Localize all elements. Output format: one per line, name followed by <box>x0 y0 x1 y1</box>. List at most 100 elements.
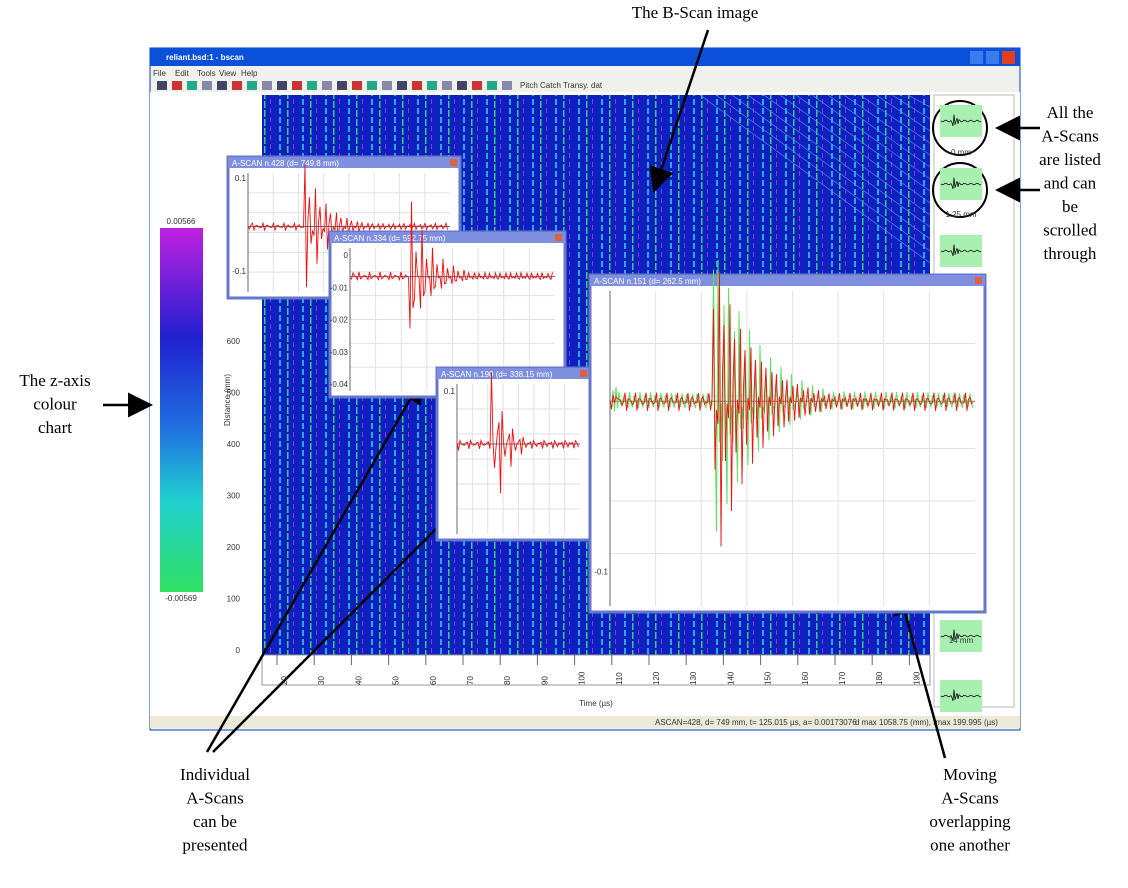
x-tick-label: 30 <box>317 676 326 685</box>
toolbar-button[interactable] <box>187 81 197 90</box>
toolbar-button[interactable] <box>442 81 452 90</box>
toolbar-button[interactable] <box>277 81 287 90</box>
thumbnail-label: 0 mm <box>951 148 971 157</box>
screenshot: reliant.bsd:1 - bscan Pitch Catch Transy… <box>0 0 1128 888</box>
menu-item[interactable]: File <box>153 69 166 78</box>
x-tick-label: 150 <box>764 671 773 685</box>
annotation: and can <box>1044 174 1097 193</box>
x-tick-label: 120 <box>652 671 661 685</box>
annotation: be <box>1062 197 1078 216</box>
menu-item[interactable]: View <box>219 69 236 78</box>
toolbar-button[interactable] <box>322 81 332 90</box>
ascan-close[interactable] <box>555 234 562 241</box>
toolbar-button[interactable] <box>412 81 422 90</box>
annotation: overlapping <box>929 812 1011 831</box>
x-tick-label: 80 <box>503 676 512 685</box>
ascan-title: A-SCAN n.190 (d= 338.15 mm) <box>441 370 553 379</box>
x-tick-label: 90 <box>540 676 549 685</box>
ascan-tick: -0.03 <box>330 348 349 357</box>
ascan-tick: 0 <box>344 251 349 260</box>
ascan-tick: -0.04 <box>330 380 349 389</box>
window-title: reliant.bsd:1 - bscan <box>166 53 244 62</box>
y-tick-label: 500 <box>227 389 241 398</box>
colour-min: -0.00569 <box>165 594 197 603</box>
ascan-title: A-SCAN n.151 (d= 262.5 mm) <box>594 277 701 286</box>
ascan-tick: -0.1 <box>594 568 608 577</box>
toolbar-button[interactable] <box>352 81 362 90</box>
toolbar-button[interactable] <box>232 81 242 90</box>
menu-item[interactable]: Edit <box>175 69 190 78</box>
x-tick-label: 170 <box>838 671 847 685</box>
y-tick-label: 200 <box>227 543 241 552</box>
menu-item[interactable]: Tools <box>197 69 216 78</box>
annotation: presented <box>182 836 248 855</box>
annotation: A-Scans <box>1041 127 1099 146</box>
x-tick-label: 130 <box>689 671 698 685</box>
x-tick-label: 110 <box>615 672 624 685</box>
y-tick-label: 400 <box>227 440 241 449</box>
ascan-close[interactable] <box>975 277 982 284</box>
y-axis-title: Distance (mm) <box>223 374 232 426</box>
toolbar-button[interactable] <box>397 81 407 90</box>
x-tick-label: 180 <box>875 671 884 685</box>
x-tick-label: 70 <box>466 676 475 685</box>
status-left: ASCAN=428, d= 749 mm, t= 125.015 µs, a= … <box>655 718 857 727</box>
x-tick-label: 100 <box>578 671 587 685</box>
annotation: The B-Scan image <box>632 3 759 22</box>
annotation: All the <box>1047 103 1094 122</box>
toolbar-button[interactable] <box>292 81 302 90</box>
annotation: colour <box>33 395 77 414</box>
toolbar-text: Pitch Catch Transy. dat <box>520 81 603 90</box>
menu-item[interactable]: Help <box>241 69 258 78</box>
status-right: d max 1058.75 (mm), tmax 199.995 (µs) <box>855 718 998 727</box>
y-tick-label: 0 <box>236 646 241 655</box>
ascan-tick: -0.1 <box>232 267 246 276</box>
toolbar-button[interactable] <box>337 81 347 90</box>
annotation: A-Scans <box>186 789 244 808</box>
colour-max: 0.00566 <box>167 217 196 226</box>
annotation: are listed <box>1039 150 1101 169</box>
toolbar-button[interactable] <box>202 81 212 90</box>
y-tick-label: 100 <box>227 595 241 604</box>
annotation: one another <box>930 836 1010 855</box>
annotation: A-Scans <box>941 789 999 808</box>
minimize[interactable] <box>970 51 983 64</box>
title-bar <box>150 48 1020 66</box>
ascan-title: A-SCAN n.428 (d= 749.8 mm) <box>232 159 339 168</box>
annotation: chart <box>38 418 72 437</box>
toolbar-button[interactable] <box>217 81 227 90</box>
toolbar-button[interactable] <box>487 81 497 90</box>
toolbar-button[interactable] <box>472 81 482 90</box>
ascan-tick: -0.01 <box>330 283 349 292</box>
toolbar-button[interactable] <box>307 81 317 90</box>
x-tick-label: 60 <box>429 676 438 685</box>
toolbar-button[interactable] <box>262 81 272 90</box>
x-tick-label: 20 <box>280 676 289 685</box>
toolbar-button[interactable] <box>457 81 467 90</box>
ascan-window[interactable] <box>590 275 985 612</box>
toolbar-button[interactable] <box>157 81 167 90</box>
toolbar-button[interactable] <box>427 81 437 90</box>
annotation: can be <box>193 812 237 831</box>
close[interactable] <box>1002 51 1015 64</box>
toolbar-button[interactable] <box>382 81 392 90</box>
toolbar-button[interactable] <box>172 81 182 90</box>
thumbnail-label: 14 mm <box>949 636 974 645</box>
ascan-close[interactable] <box>580 370 587 377</box>
annotation: The z-axis <box>19 371 90 390</box>
annotation: Moving <box>943 765 997 784</box>
maximize[interactable] <box>986 51 999 64</box>
x-tick-label: 140 <box>726 671 735 685</box>
thumbnail-label: 1.25 mm <box>945 210 976 219</box>
toolbar-button[interactable] <box>502 81 512 90</box>
ascan-tick: 0.1 <box>235 174 247 183</box>
annotation: scrolled <box>1043 221 1097 240</box>
x-tick-label: 40 <box>354 676 363 685</box>
annotation: through <box>1044 244 1097 263</box>
ascan-window[interactable] <box>437 368 590 540</box>
ascan-close[interactable] <box>450 159 457 166</box>
toolbar-button[interactable] <box>247 81 257 90</box>
toolbar-button[interactable] <box>367 81 377 90</box>
colour-bar <box>160 228 203 592</box>
ascan-title: A-SCAN n.334 (d= 592.75 mm) <box>334 234 446 243</box>
